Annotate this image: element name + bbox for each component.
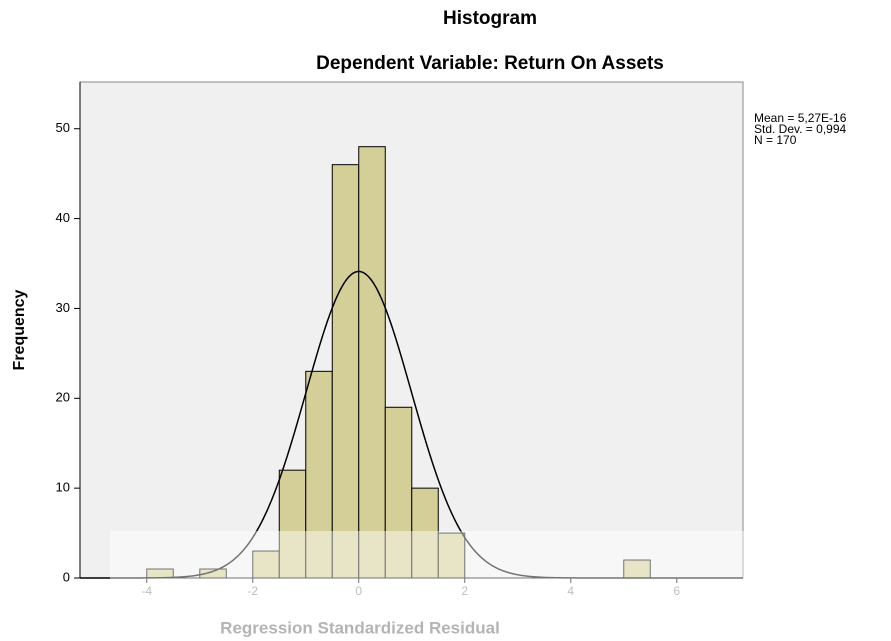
x-tick-label: 2	[461, 584, 468, 598]
bar	[252, 550, 280, 579]
bar	[437, 532, 466, 579]
watermark-band	[110, 531, 843, 641]
x-tick-label: 6	[673, 584, 680, 598]
annotation: Std. Dev. = 0,994	[754, 122, 846, 136]
annotation: N = 170	[754, 133, 797, 147]
y-tick-label: 40	[56, 210, 70, 225]
bar	[305, 370, 333, 579]
bar	[331, 164, 360, 579]
x-axis-label: Regression Standardized Residual	[220, 618, 500, 637]
bar	[384, 406, 413, 579]
y-tick-label: 0	[63, 569, 70, 584]
x-tick-label: 0	[355, 584, 362, 598]
chart-subtitle: Dependent Variable: Return On Assets	[316, 53, 664, 74]
y-tick-label: 30	[56, 300, 70, 315]
x-tick-label: 4	[567, 584, 574, 598]
y-tick-label: 50	[56, 120, 70, 135]
y-axis-label: Frequency	[11, 289, 28, 370]
x-tick-label: -2	[247, 584, 258, 598]
bar	[358, 146, 386, 579]
chart-title: Histogram	[443, 8, 537, 29]
annotation: Mean = 5,27E-16	[754, 111, 847, 125]
x-tick-label: -4	[141, 584, 152, 598]
y-tick-label: 10	[56, 480, 70, 495]
bar	[278, 469, 307, 579]
y-tick-label: 20	[56, 390, 70, 405]
